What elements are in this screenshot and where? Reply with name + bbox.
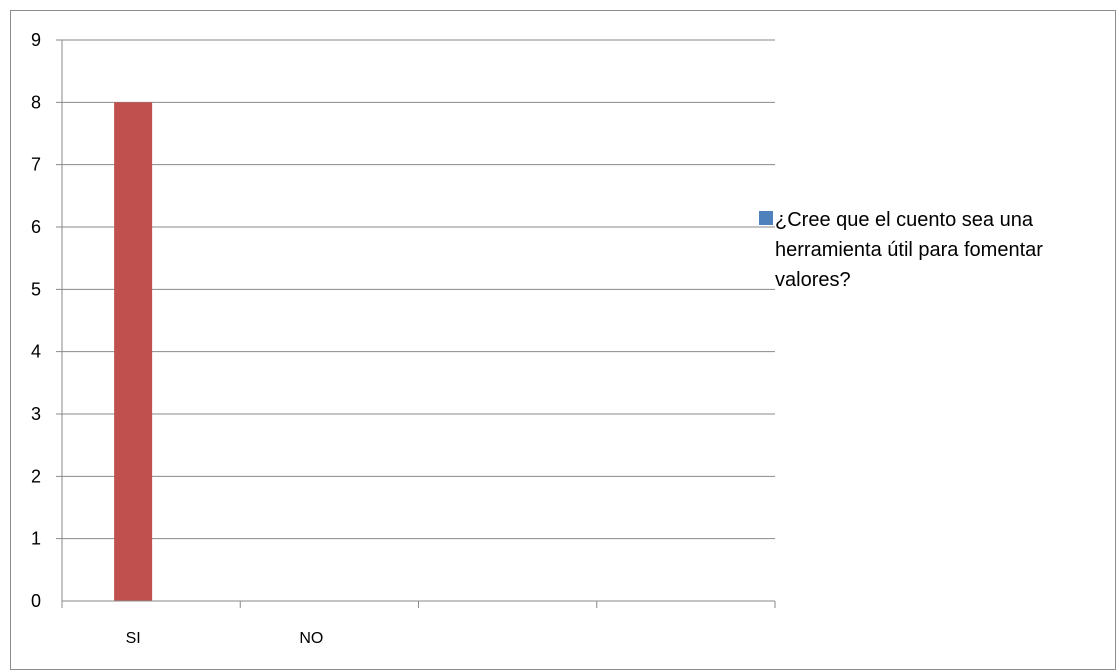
x-category-label: SI [126,630,141,647]
y-tick-label: 1 [31,529,41,549]
legend-swatch [759,211,773,225]
x-category-label: NO [299,630,323,647]
bar-si [114,102,153,601]
legend: ¿Cree que el cuento sea una herramienta ú… [759,209,1043,291]
legend-label-line: herramienta útil para fomentar [775,239,1043,261]
axis-labels: 0 1 2 3 4 5 6 7 8 9 SI NO [31,30,323,647]
chart-frame [10,10,1116,670]
y-tick-label: 4 [31,342,41,362]
axes [61,40,776,608]
y-tick-label: 2 [31,466,41,486]
y-tick-label: 9 [31,30,41,50]
gridlines [56,39,775,540]
y-tick-label: 8 [31,92,41,112]
legend-label-line: ¿Cree que el cuento sea una [775,209,1034,231]
legend-label: ¿Cree que el cuento sea una herramienta ú… [775,209,1043,291]
legend-label-line: valores? [775,269,851,291]
y-tick-label: 5 [31,279,41,299]
y-tick-label: 0 [31,591,41,611]
y-tick-label: 6 [31,217,41,237]
y-tick-label: 3 [31,404,41,424]
y-tick-label: 7 [31,155,41,175]
bars [114,102,153,601]
